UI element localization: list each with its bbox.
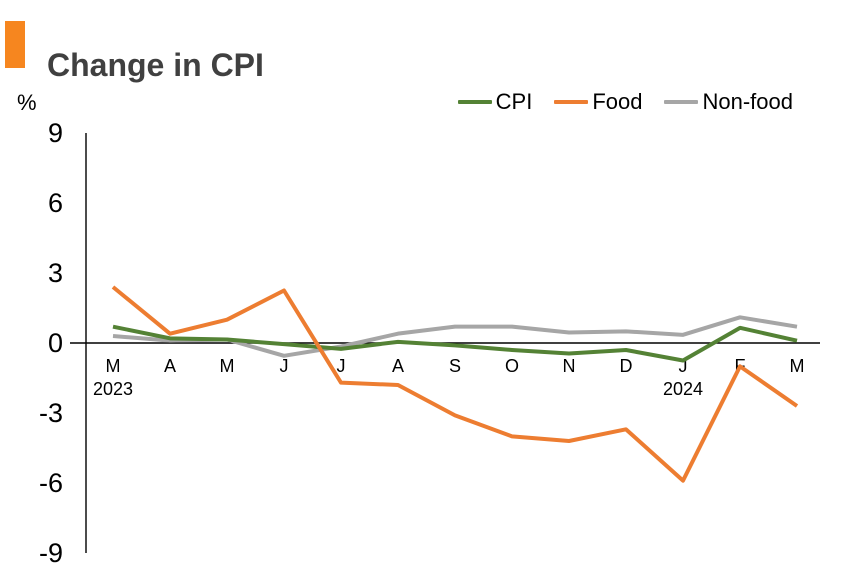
x-tick-label: A [392, 356, 404, 376]
legend-label-cpi: CPI [495, 89, 533, 114]
x-tick-label: O [505, 356, 519, 376]
x-tick-label: S [449, 356, 461, 376]
x-tick-label: J [280, 356, 289, 376]
x-axis-year-label: 2024 [663, 379, 703, 399]
page-title: Change in CPI [47, 47, 264, 84]
series-line-food [111, 285, 799, 483]
y-tick-label: 6 [48, 188, 63, 218]
x-tick-label: J [679, 356, 688, 376]
x-tick-label: D [620, 356, 633, 376]
series-line-cpi [112, 324, 798, 363]
legend-swatch-food-line [554, 100, 589, 104]
y-axis-unit-label: % [17, 90, 37, 115]
y-tick-label: 0 [48, 328, 63, 358]
legend-swatch-cpi-line [457, 100, 492, 104]
y-tick-label: -3 [39, 398, 63, 428]
legend-label-food: Food [592, 89, 643, 114]
x-tick-label: J [337, 356, 346, 376]
y-tick-label: -9 [39, 538, 63, 568]
y-tick-label: 9 [48, 118, 63, 148]
title-accent-bar [5, 21, 25, 68]
x-tick-label: M [106, 356, 121, 376]
x-tick-label: M [220, 356, 235, 376]
legend-item-cpi: CPI [457, 89, 533, 115]
legend-item-food: Food [554, 89, 642, 115]
y-tick-label: 3 [48, 258, 63, 288]
y-tick-label: -6 [39, 468, 63, 498]
x-axis-year-label: 2023 [93, 379, 133, 399]
chart-legend: CPI Food Non-food [457, 89, 793, 115]
x-tick-label: M [790, 356, 805, 376]
x-tick-label: N [563, 356, 576, 376]
legend-label-nonfood: Non-food [702, 89, 793, 114]
x-tick-label: A [164, 356, 176, 376]
legend-swatch-nonfood-line [664, 100, 699, 104]
legend-item-nonfood: Non-food [664, 89, 793, 115]
